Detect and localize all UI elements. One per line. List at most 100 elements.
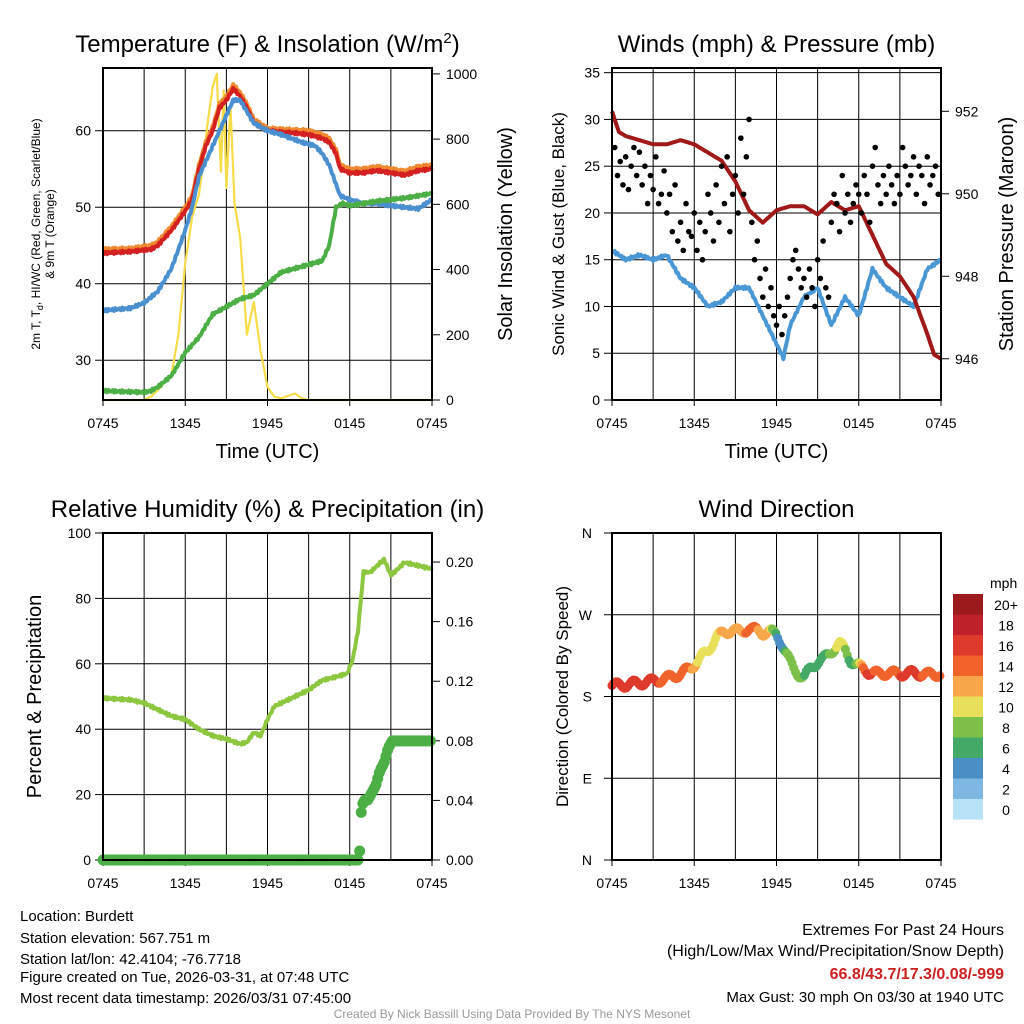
- legend-label: 8: [1002, 720, 1010, 736]
- gust-point: [935, 191, 942, 198]
- x-tick-label: 0745: [925, 415, 956, 431]
- y2-tick-label: 950: [955, 186, 979, 202]
- legend-label: 14: [998, 659, 1014, 675]
- panel-title: Winds (mph) & Pressure (mb): [618, 31, 935, 58]
- legend-swatch: [953, 737, 983, 758]
- gust-point: [696, 219, 703, 226]
- extremes-values: 66.8/43.7/17.3/0.08/-999: [829, 966, 1004, 983]
- gust-point: [762, 266, 769, 272]
- y-tick-label: 100: [68, 525, 92, 541]
- legend-swatch: [953, 799, 983, 820]
- gust-point: [861, 172, 868, 179]
- x-tick-label: 0745: [87, 875, 118, 891]
- gust-point: [768, 284, 774, 291]
- y2-tick-label: 0.12: [446, 673, 473, 689]
- gust-point: [891, 200, 898, 207]
- legend-swatch: [953, 696, 983, 717]
- sonic-wind-line: [610, 249, 943, 362]
- legend-swatch: [953, 655, 983, 676]
- gust-point: [839, 172, 846, 179]
- credit-text: Created By Nick Bassill Using Data Provi…: [333, 1007, 691, 1021]
- y2-tick-label: 0.00: [446, 852, 473, 868]
- station-pressure-line: [610, 110, 943, 361]
- gust-point: [888, 182, 895, 188]
- legend-swatch: [953, 594, 983, 615]
- gust-point: [644, 200, 651, 207]
- gust-point: [664, 210, 670, 216]
- gust-point: [625, 186, 632, 193]
- x-tick-label: 0145: [334, 415, 365, 431]
- gust-point: [798, 284, 804, 291]
- 2m-td-line: [102, 190, 434, 396]
- gust-point: [899, 144, 906, 151]
- plot-frame: [611, 532, 942, 861]
- gust-point: [847, 219, 854, 226]
- gust-point: [823, 284, 829, 291]
- gust-point: [675, 238, 681, 244]
- y-tick-label: 30: [584, 111, 600, 127]
- plot-frame: [102, 532, 433, 861]
- gust-point: [727, 228, 733, 235]
- precipitation-point: [424, 735, 436, 747]
- gust-point: [773, 322, 780, 328]
- extremes-title: Extremes For Past 24 Hours: [802, 922, 1004, 939]
- y2-tick-label: 0.16: [446, 614, 473, 630]
- y-tick-label: 0: [83, 852, 91, 868]
- gust-point: [875, 182, 881, 188]
- gust-point: [825, 294, 832, 300]
- gust-point: [902, 163, 909, 169]
- gust-point: [779, 331, 785, 338]
- panel-title: Relative Humidity (%) & Precipitation (i…: [51, 496, 484, 523]
- gust-point: [735, 210, 741, 216]
- gust-point: [897, 191, 903, 198]
- x-tick-label: 1345: [679, 875, 710, 891]
- gust-point: [661, 168, 667, 174]
- gust-point: [650, 186, 656, 193]
- y2-tick-label: 1000: [446, 66, 477, 82]
- y2-tick-label: 200: [446, 327, 470, 343]
- legend-label: 12: [998, 679, 1014, 695]
- y-tick-label: E: [583, 770, 592, 786]
- gust-point: [631, 144, 637, 151]
- gust-point: [738, 135, 744, 141]
- y-tick-label: 80: [75, 590, 91, 606]
- gust-point: [844, 191, 851, 198]
- gust-point: [718, 163, 725, 169]
- y2-tick-label: 0.04: [446, 792, 473, 808]
- gust-point: [611, 144, 618, 151]
- recent-text: Most recent data timestamp: 2026/03/31 0…: [20, 990, 352, 1007]
- gust-point: [831, 191, 837, 198]
- gust-point: [836, 228, 843, 235]
- legend-label: 4: [1002, 761, 1010, 777]
- gust-point: [694, 247, 700, 254]
- x-axis-label: Time (UTC): [216, 441, 320, 463]
- x-tick-label: 1345: [170, 875, 201, 891]
- gust-point: [924, 154, 931, 160]
- gust-point: [669, 228, 676, 235]
- gust-point: [828, 219, 835, 226]
- gust-point: [790, 256, 796, 263]
- gust-point: [817, 275, 824, 282]
- gust-point: [883, 191, 889, 198]
- legend-swatch: [953, 676, 983, 697]
- gust-point: [910, 154, 917, 160]
- gust-point: [803, 294, 810, 300]
- legend-swatch: [953, 717, 983, 738]
- gust-point: [757, 275, 763, 282]
- gust-point: [759, 294, 766, 300]
- gust-point: [685, 228, 692, 235]
- panel-3: Relative Humidity (%) & Precipitation (i…: [24, 496, 484, 891]
- legend-swatch: [953, 758, 983, 779]
- x-tick-label: 1345: [170, 415, 201, 431]
- x-tick-label: 0745: [416, 875, 447, 891]
- gust-point: [842, 210, 848, 216]
- plot-frame: [102, 67, 433, 401]
- gust-point: [633, 172, 640, 179]
- y-tick-label: 35: [584, 65, 600, 81]
- y2-tick-label: 946: [955, 351, 979, 367]
- gust-point: [653, 154, 659, 160]
- gust-point: [801, 275, 807, 282]
- relative-humidity-line: [102, 556, 434, 747]
- gust-point: [642, 163, 648, 169]
